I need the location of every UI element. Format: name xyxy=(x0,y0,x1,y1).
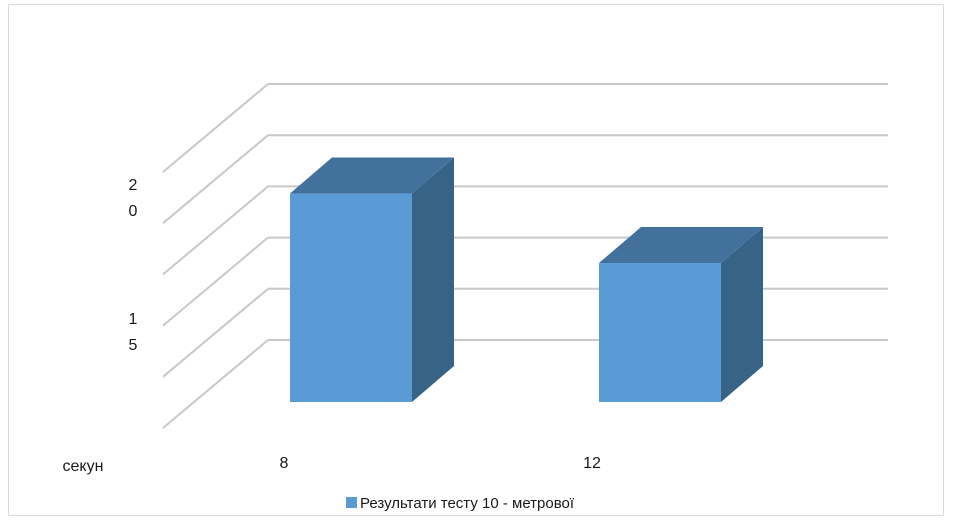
y-axis-label: секун xyxy=(63,458,104,475)
gridlines xyxy=(162,83,888,429)
x-tick-label: 8 xyxy=(280,455,289,472)
bar-front xyxy=(599,263,721,402)
gridline xyxy=(162,339,888,429)
bar-side xyxy=(412,157,454,402)
bar-top xyxy=(599,227,763,264)
axis-labels: 2 0 1 5 секун 8 12 xyxy=(63,177,601,475)
legend: Результати тесту 10 - метрової xyxy=(346,495,575,512)
legend-swatch xyxy=(346,497,357,508)
bar-12 xyxy=(599,227,763,402)
x-tick-label: 12 xyxy=(583,455,601,472)
bar-8 xyxy=(290,157,454,402)
legend-item: Результати тесту 10 - метрової xyxy=(346,495,575,512)
legend-label: Результати тесту 10 - метрової xyxy=(360,495,575,512)
gridline xyxy=(162,185,888,276)
bars xyxy=(290,157,763,402)
gridline xyxy=(162,134,888,224)
gridline xyxy=(162,287,888,378)
bar-front xyxy=(290,193,412,402)
gridline xyxy=(162,236,888,327)
gridline xyxy=(162,83,888,173)
bar-side xyxy=(721,227,763,402)
chart-frame xyxy=(8,4,944,516)
bar-top xyxy=(290,157,454,194)
